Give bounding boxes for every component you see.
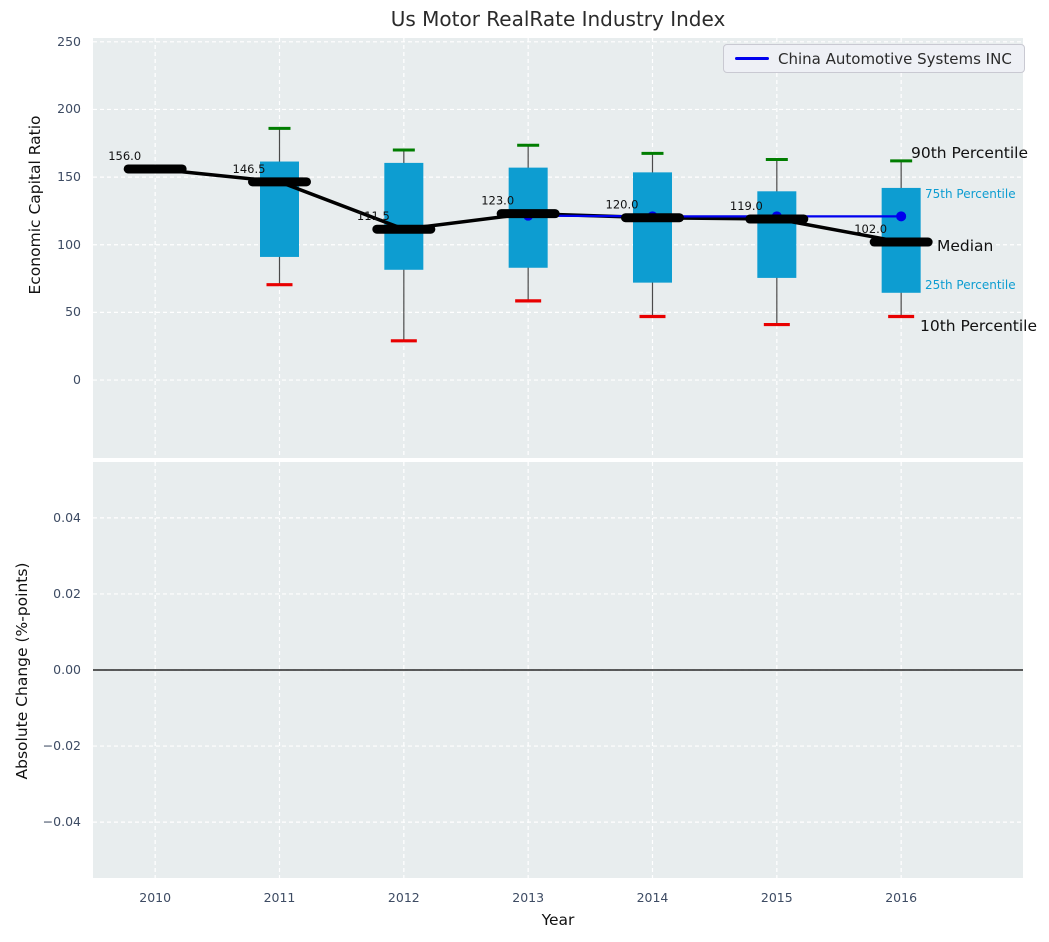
bottom-y-axis-label: Absolute Change (%-points) <box>13 563 31 780</box>
absolute-change-canvas <box>93 462 1023 878</box>
iqr-box <box>757 191 796 278</box>
legend: China Automotive Systems INC <box>723 44 1025 73</box>
top-ytick-label: 250 <box>57 34 81 50</box>
top-ytick-label: 0 <box>73 372 81 388</box>
annotation-90th-percentile: 90th Percentile <box>911 144 1028 162</box>
legend-line-sample <box>735 57 769 60</box>
iqr-box <box>384 163 423 270</box>
xtick-label: 2016 <box>871 890 931 906</box>
median-value-label: 123.0 <box>481 194 514 208</box>
xtick-label: 2015 <box>747 890 807 906</box>
annotation-25th-percentile: 25th Percentile <box>925 278 1016 292</box>
median-value-label: 120.0 <box>606 198 639 212</box>
median-value-label: 156.0 <box>108 149 141 163</box>
box-plot-canvas: 156.0 146.5 111.5 123.0 120.0 119.0 102.0 <box>93 38 1023 458</box>
annotation-10th-percentile: 10th Percentile <box>920 317 1037 335</box>
company-line <box>528 216 901 217</box>
bottom-ytick-label: −0.02 <box>43 738 81 754</box>
median-value-label: 119.0 <box>730 199 763 213</box>
chart-title: Us Motor RealRate Industry Index <box>93 7 1023 31</box>
xtick-label: 2012 <box>374 890 434 906</box>
legend-label: China Automotive Systems INC <box>778 50 1012 68</box>
figure: Us Motor RealRate Industry Index Economi… <box>0 0 1049 942</box>
xtick-label: 2010 <box>125 890 185 906</box>
company-point <box>896 211 906 221</box>
iqr-box <box>633 172 672 282</box>
bottom-ytick-label: 0.00 <box>53 662 81 678</box>
top-plot-panel: 156.0 146.5 111.5 123.0 120.0 119.0 102.0 <box>93 38 1023 458</box>
bottom-ytick-label: −0.04 <box>43 814 81 830</box>
annotation-75th-percentile: 75th Percentile <box>925 187 1016 201</box>
bottom-plot-panel <box>93 462 1023 878</box>
top-ytick-label: 200 <box>57 101 81 117</box>
top-ytick-label: 50 <box>65 304 81 320</box>
bottom-ytick-label: 0.04 <box>53 510 81 526</box>
top-y-axis-label: Economic Capital Ratio <box>26 115 44 294</box>
top-ytick-label: 150 <box>57 169 81 185</box>
x-axis-label: Year <box>93 911 1023 929</box>
annotation-median: Median <box>937 237 993 255</box>
xtick-label: 2011 <box>249 890 309 906</box>
xtick-label: 2013 <box>498 890 558 906</box>
bottom-ytick-label: 0.02 <box>53 586 81 602</box>
iqr-box <box>260 162 299 257</box>
top-ytick-label: 100 <box>57 237 81 253</box>
median-value-label: 102.0 <box>854 222 887 236</box>
xtick-label: 2014 <box>622 890 682 906</box>
median-value-label: 111.5 <box>357 209 390 223</box>
median-value-label: 146.5 <box>233 162 266 176</box>
